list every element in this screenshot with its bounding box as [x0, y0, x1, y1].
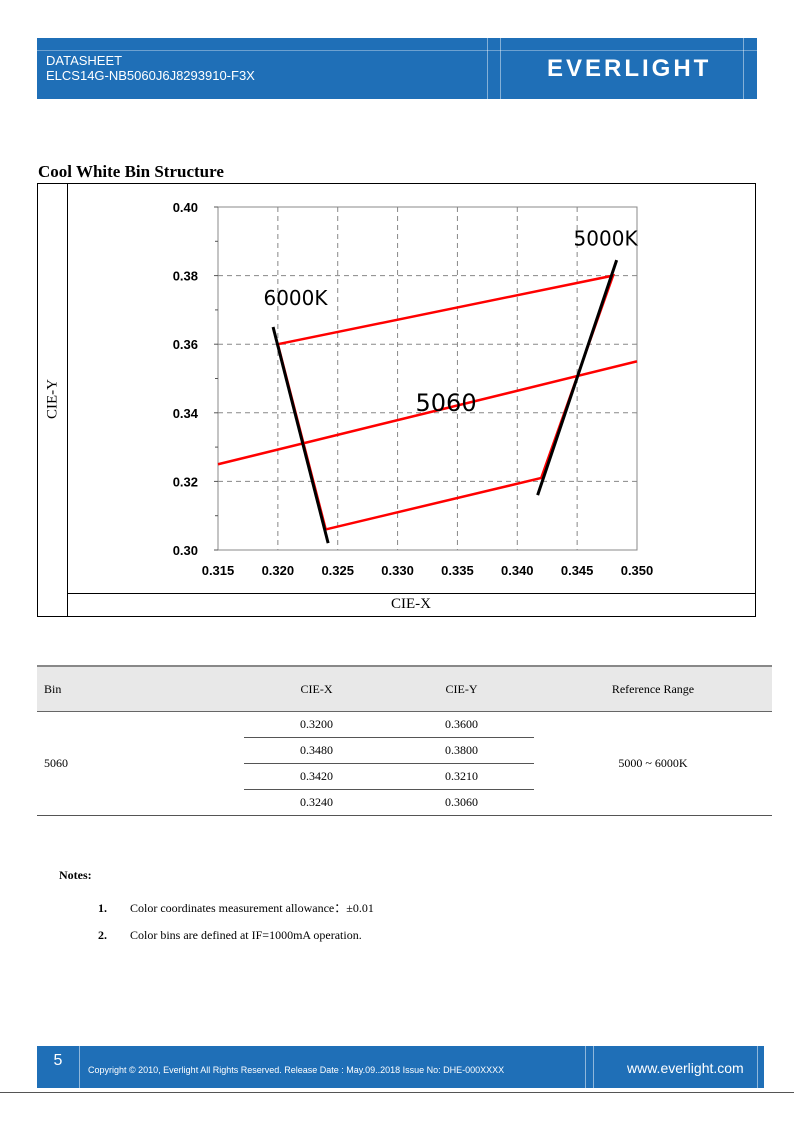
table-row: 0.3480 0.3800 — [37, 737, 772, 764]
cct-label: 6000K — [263, 286, 328, 310]
header-divider — [487, 38, 488, 99]
bin-center-line — [217, 360, 638, 466]
footer-divider — [79, 1046, 80, 1088]
cct-label: 5000K — [574, 226, 639, 250]
page-bottom-rule — [0, 1092, 794, 1093]
y-tick-label: 0.38 — [173, 269, 198, 284]
table-row: 0.3420 0.3210 — [37, 763, 772, 790]
y-tick-label: 0.40 — [173, 200, 198, 215]
footer-divider — [585, 1046, 586, 1088]
part-number: ELCS14G-NB5060J6J8293910-F3X — [46, 68, 255, 83]
note-item: 1. Color coordinates measurement allowanc… — [98, 899, 374, 916]
note-item: 2. Color bins are defined at IF=1000mA op… — [98, 928, 362, 943]
note-text: Color bins are defined at IF=1000mA oper… — [130, 928, 362, 942]
copyright-text: Copyright © 2010, Everlight All Rights R… — [88, 1065, 505, 1075]
cie-y-cell: 0.3600 — [445, 717, 478, 731]
header-reference-range: Reference Range — [534, 665, 772, 712]
x-tick-label: 0.325 — [321, 563, 354, 578]
table-row: 0.3240 0.3060 — [37, 789, 772, 816]
header-cie-x: CIE-X — [244, 665, 389, 712]
datasheet-label: DATASHEET — [46, 53, 123, 68]
page-number: 5 — [53, 1052, 63, 1069]
y-label-column: CIE-Y — [38, 184, 68, 616]
header-divider — [500, 38, 501, 99]
frame-x-label: CIE-X — [391, 596, 431, 612]
chart-frame: CIE-Y CIE-X — [37, 183, 756, 617]
y-tick-label: 0.30 — [173, 543, 198, 558]
x-tick-label: 0.330 — [381, 563, 414, 578]
note-number: 1. — [98, 901, 107, 915]
notes-title: Notes: — [59, 868, 92, 882]
header-bin: Bin — [37, 665, 244, 712]
cie-y-cell: 0.3210 — [389, 763, 534, 790]
x-tick-label: 0.340 — [501, 563, 534, 578]
section-title: Cool White Bin Structure — [38, 162, 224, 181]
table-header-row: Bin CIE-X CIE-Y Reference Range — [37, 665, 772, 712]
y-tick-label: 0.34 — [173, 406, 199, 421]
footer-divider — [757, 1046, 758, 1088]
website-link[interactable]: www.everlight.com — [627, 1060, 744, 1076]
footer-divider — [593, 1046, 594, 1088]
x-tick-label: 0.350 — [621, 563, 654, 578]
cie-y-cell: 0.3060 — [389, 789, 534, 816]
page-footer: 5 Copyright © 2010, Everlight All Rights… — [37, 1046, 764, 1088]
cct-line — [271, 326, 330, 544]
x-tick-label: 0.335 — [441, 563, 474, 578]
header-divider — [743, 38, 744, 99]
x-tick-label: 0.320 — [262, 563, 295, 578]
note-text: Color coordinates measurement allowance：… — [130, 901, 374, 915]
x-tick-label: 0.315 — [202, 563, 235, 578]
cct-line — [536, 259, 619, 496]
page-header: DATASHEET ELCS14G-NB5060J6J8293910-F3X E… — [37, 38, 757, 99]
cie-y-cell: 0.3800 — [389, 737, 534, 764]
cie-x-cell: 0.3200 — [300, 717, 333, 731]
header-divider — [37, 50, 757, 51]
frame-y-label: CIE-Y — [44, 379, 61, 419]
cie-x-cell: 0.3240 — [244, 789, 389, 816]
y-tick-label: 0.32 — [173, 474, 198, 489]
y-tick-label: 0.36 — [173, 337, 198, 352]
document-title: DATASHEET ELCS14G-NB5060J6J8293910-F3X — [46, 53, 255, 83]
bin-label: 5060 — [416, 389, 477, 417]
header-cie-y: CIE-Y — [389, 665, 534, 712]
reference-range-cell: 5000 ~ 6000K — [534, 711, 772, 816]
note-number: 2. — [98, 928, 107, 942]
table-row: 5060 0.3200 0.3600 5000 ~ 6000K — [37, 711, 772, 816]
cie-x-cell: 0.3480 — [244, 737, 389, 764]
plot-area — [217, 206, 638, 551]
x-label-row: CIE-X — [67, 593, 755, 616]
cie-x-cell: 0.3420 — [244, 763, 389, 790]
bin-table: Bin CIE-X CIE-Y Reference Range 5060 0.3… — [37, 665, 772, 816]
x-tick-label: 0.345 — [561, 563, 594, 578]
cie-chart: 0.315 0.320 0.325 0.330 0.335 0.340 0.345 0.350… — [173, 200, 654, 578]
bin-cell: 5060 — [37, 711, 244, 816]
everlight-logo: EVERLIGHT — [547, 55, 712, 82]
